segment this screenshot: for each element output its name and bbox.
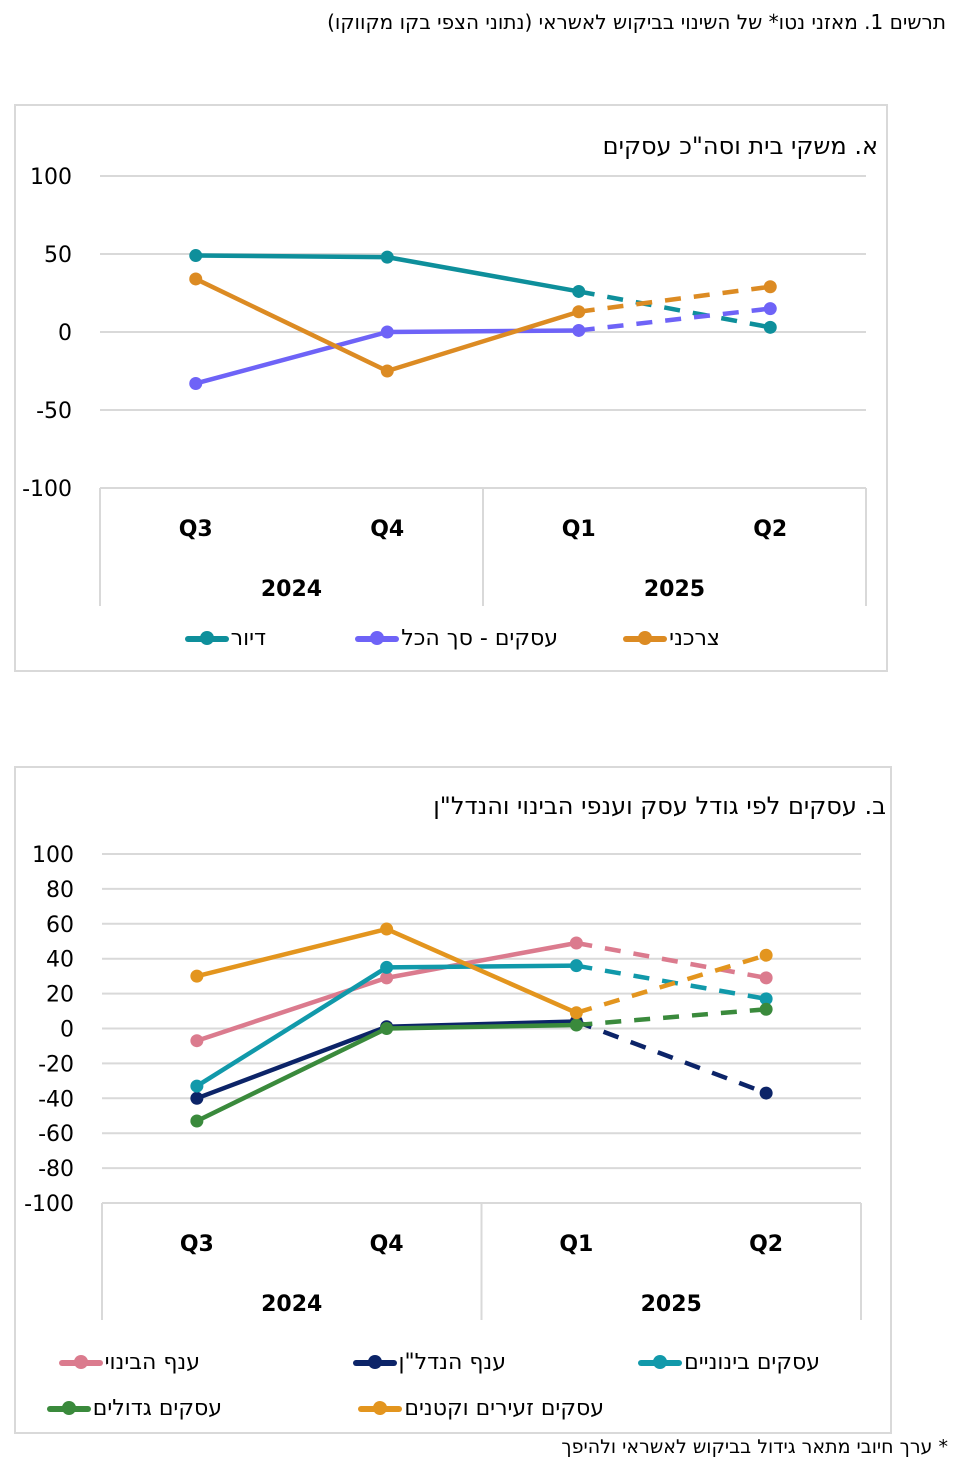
x-tick-label: Q1 [562,517,596,542]
data-point [572,305,586,319]
y-tick-label: 40 [46,948,74,973]
series-line-forecast [578,306,771,333]
legend-item: ענף הבינוי [58,1350,200,1375]
y-tick-label: -50 [36,399,72,424]
data-point [380,364,394,378]
x-year-label: 2024 [261,577,322,602]
data-point [190,1114,204,1128]
y-tick-label: 60 [46,913,74,938]
chart-a-title: א. משקי בית וסה"כ עסקים [602,132,878,160]
legend-item: עסקים גדולים [46,1396,222,1421]
legend-line-marker-icon [352,1354,397,1369]
figure-title: תרשים 1. מאזני נטו* של השינוי בביקוש לאש… [327,10,946,34]
data-point [759,948,773,962]
legend-line-marker-icon [184,630,229,645]
x-tick-label: Q4 [370,1232,404,1257]
data-point [763,320,777,334]
data-point [190,1091,204,1105]
data-point [380,325,394,339]
legend-item: צרכני [623,626,720,651]
legend-line-marker-icon [58,1354,103,1369]
x-tick-label: Q3 [179,517,213,542]
legend-line-marker-icon [46,1400,91,1415]
x-tick-label: Q3 [180,1232,214,1257]
legend-item: דיור [184,626,266,651]
data-point [190,1079,204,1093]
data-point [572,323,586,337]
data-point [572,284,586,298]
chart-b-plot: 100 80 60 40 20 0 -20 -40 -60 -80 -100 Q3 Q4 Q1 Q2 2024… [24,843,862,1320]
data-point [380,960,394,974]
series-line-actual [194,1022,579,1124]
x-year-label: 2024 [261,1292,322,1317]
data-point [763,280,777,294]
data-point [189,249,203,263]
chart-a-plot: 100 50 0 -50 -100 Q3 Q4 Q1 Q2 2024 2025 [22,165,867,606]
data-point [189,272,203,286]
data-point [763,302,777,316]
y-tick-label: 0 [58,321,72,346]
y-tick-label: 100 [32,843,74,868]
series-line-forecast [578,284,771,314]
data-point [189,376,203,390]
legend-item: ענף הנדל"ן [352,1350,506,1375]
y-tick-label: -100 [22,477,72,502]
series-line-forecast [576,1007,767,1028]
legend-line-marker-icon [358,1400,403,1415]
series-line-forecast [578,289,771,330]
y-tick-label: -100 [24,1192,74,1217]
legend-line-marker-icon [355,630,400,645]
data-point [569,1018,583,1032]
x-year-label: 2025 [641,1292,702,1317]
data-point [759,1086,773,1100]
chart-panel-a: א. משקי בית וסה"כ עסקים 100 50 0 -50 -100 Q3 Q… [14,104,888,672]
legend-item: עסקים זעירים וקטנים [358,1396,604,1421]
chart-b-title: ב. עסקים לפי גודל עסק וענפי הבינוי והנדל… [433,792,886,820]
x-tick-label: Q2 [753,517,787,542]
y-tick-label: -60 [38,1122,74,1147]
series-line-forecast [575,953,767,1015]
y-tick-label: 0 [60,1018,74,1043]
data-point [380,1022,394,1035]
data-point [759,1002,773,1016]
y-tick-label: -40 [38,1087,74,1112]
data-point [759,971,773,985]
footnote: * ערך חיובי מתאר גידול בביקוש לאשראי ולה… [561,1436,948,1458]
legend-label: ענף הבינוי [104,1350,200,1375]
data-point [569,1006,583,1020]
legend-label: עסקים בינוניים [684,1350,820,1375]
legend-label: עסקים גדולים [92,1396,222,1421]
x-year-label: 2025 [644,577,705,602]
x-tick-label: Q4 [370,517,404,542]
legend-label: עסקים - סך הכל [401,626,558,651]
legend-label: צרכני [669,626,720,651]
data-point [190,1034,204,1048]
legend-label: עסקים זעירים וקטנים [404,1396,604,1421]
x-tick-label: Q1 [559,1232,593,1257]
legend-item: עסקים - סך הכל [355,626,558,651]
data-point [190,969,204,983]
chart-panel-b: ב. עסקים לפי גודל עסק וענפי הבינוי והנדל… [14,766,892,1434]
legend-label: דיור [230,626,266,651]
legend-label: ענף הנדל"ן [398,1350,506,1375]
data-point [380,250,394,264]
y-tick-label: 80 [46,878,74,903]
y-tick-label: 100 [30,165,72,190]
legend-line-marker-icon [638,1354,683,1369]
y-tick-label: -80 [38,1157,74,1182]
data-point [569,959,583,973]
data-point [380,922,394,936]
series-line-forecast [575,940,767,981]
y-tick-label: -20 [38,1052,74,1077]
legend-line-marker-icon [623,630,668,645]
data-point [569,936,583,950]
data-point [759,992,773,1006]
y-tick-label: 20 [46,983,74,1008]
series-line-actual [193,276,581,374]
y-tick-label: 50 [44,243,72,268]
series-line-forecast [575,1019,767,1096]
x-tick-label: Q2 [749,1232,783,1257]
legend-item: עסקים בינוניים [638,1350,820,1375]
data-point [380,971,394,985]
